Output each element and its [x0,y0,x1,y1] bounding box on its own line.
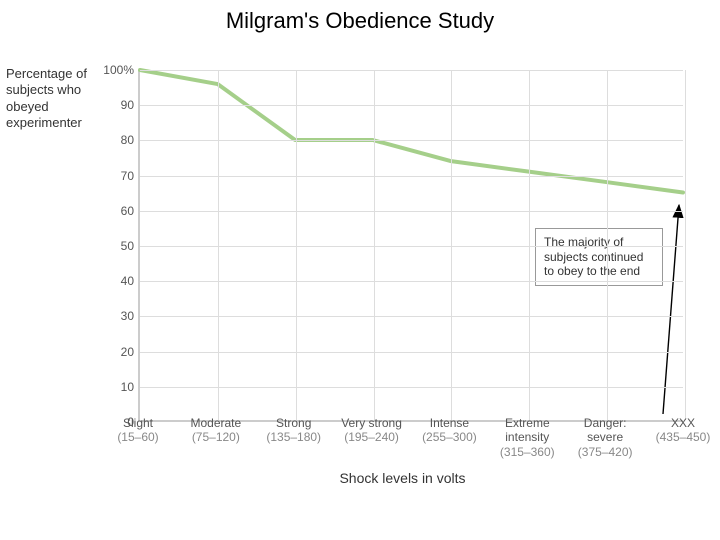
gridline-v [218,70,219,420]
gridline-h [140,140,683,141]
gridline-v [607,70,608,420]
y-tick-label: 10 [121,380,134,394]
y-tick-label: 40 [121,274,134,288]
x-tick-label: Intense(255–300) [409,416,489,445]
gridline-h [140,176,683,177]
x-tick-label: XXX(435–450) [643,416,720,445]
plot-area: The majority of subjects continued to ob… [138,70,683,422]
y-axis-label: Percentage of subjects who obeyed experi… [6,66,106,131]
gridline-h [140,70,683,71]
y-tick-label: 90 [121,98,134,112]
gridline-v [374,70,375,420]
y-tick-label: 20 [121,345,134,359]
y-tick-label: 30 [121,309,134,323]
gridline-h [140,246,683,247]
chart-container: The majority of subjects continued to ob… [110,58,695,488]
y-tick-label: 60 [121,204,134,218]
gridline-v [451,70,452,420]
y-tick-label: 70 [121,169,134,183]
gridline-v [529,70,530,420]
x-tick-label: Moderate(75–120) [176,416,256,445]
x-tick-label: Danger: severe(375–420) [565,416,645,459]
gridline-v [296,70,297,420]
y-tick-label: 100% [103,63,134,77]
gridline-h [140,352,683,353]
x-tick-label: Slight(15–60) [98,416,178,445]
x-axis-label: Shock levels in volts [110,470,695,486]
gridline-h [140,281,683,282]
gridline-h [140,105,683,106]
gridline-h [140,316,683,317]
gridline-v [685,70,686,420]
gridline-h [140,211,683,212]
y-tick-label: 50 [121,239,134,253]
gridline-h [140,387,683,388]
page-title: Milgram's Obedience Study [0,8,720,34]
y-tick-label: 80 [121,133,134,147]
x-tick-label: Strong(135–180) [254,416,334,445]
x-tick-label: Extreme intensity(315–360) [487,416,567,459]
x-tick-label: Very strong(195–240) [332,416,412,445]
